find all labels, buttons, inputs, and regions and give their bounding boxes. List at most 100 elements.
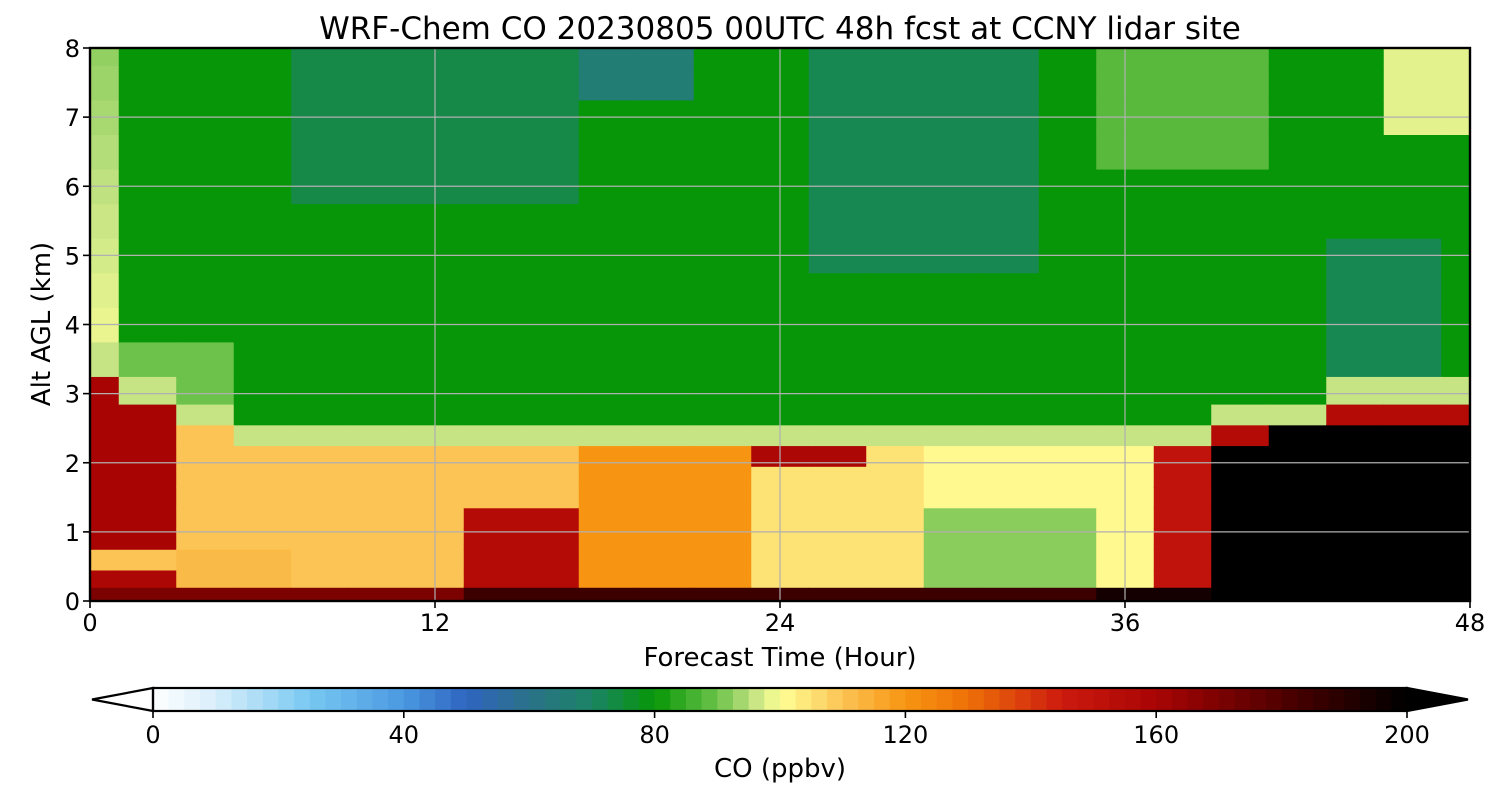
heatmap-cell <box>578 376 637 405</box>
heatmap-cell <box>90 65 120 101</box>
heatmap-cell <box>291 341 350 377</box>
colorbar-segment <box>1015 688 1032 711</box>
heatmap-cell <box>521 466 580 488</box>
colorbar-segment <box>1375 688 1392 711</box>
heatmap-cell <box>1383 569 1442 588</box>
heatmap-cell <box>118 403 177 426</box>
heatmap-cell <box>1441 528 1470 550</box>
colorbar-segment <box>1140 688 1157 711</box>
heatmap-cell <box>1211 528 1270 550</box>
heatmap-cell <box>1326 134 1385 170</box>
heatmap-cell <box>1268 507 1327 530</box>
colorbar-segment <box>717 688 734 711</box>
colorbar-segment <box>1171 688 1189 711</box>
heatmap-cell <box>348 549 407 571</box>
x-tick-label: 24 <box>765 609 796 637</box>
heatmap-cell <box>693 528 752 550</box>
heatmap-cell <box>1153 486 1212 509</box>
heatmap-cell <box>176 528 235 550</box>
heatmap-cell <box>866 445 925 467</box>
heatmap-cell <box>1383 587 1442 601</box>
colorbar-segment <box>294 688 311 711</box>
heatmap-cell <box>866 203 925 239</box>
heatmap-cell <box>866 48 925 66</box>
y-tick-label: 3 <box>65 381 80 409</box>
heatmap-cell <box>1441 376 1470 405</box>
heatmap-cell <box>118 65 177 101</box>
colorbar-segment <box>827 688 844 711</box>
heatmap-cell <box>1153 466 1212 488</box>
heatmap-cell <box>1441 549 1470 571</box>
heatmap-cell <box>808 403 867 426</box>
heatmap-cell <box>1383 445 1442 467</box>
heatmap-cell <box>233 376 292 405</box>
y-tick-label: 7 <box>65 104 80 132</box>
colorbar-extend-high <box>1405 686 1469 713</box>
heatmap-cell <box>866 466 925 488</box>
heatmap-cell <box>1383 403 1442 426</box>
heatmap-cell <box>1326 272 1385 308</box>
heatmap-cell <box>291 587 350 601</box>
colorbar-segment <box>1297 688 1314 711</box>
heatmap-cell <box>1268 445 1327 467</box>
colorbar-segment <box>607 688 624 711</box>
heatmap-cell <box>1211 403 1270 426</box>
heatmap-cell <box>923 486 982 509</box>
heatmap-cell <box>521 272 580 308</box>
heatmap-cell <box>693 486 752 509</box>
heatmap-cell <box>463 569 522 588</box>
heatmap-cell <box>1383 424 1442 447</box>
heatmap-cell <box>866 424 925 447</box>
x-tick-label: 48 <box>1455 609 1486 637</box>
heatmap-cell <box>463 507 522 530</box>
heatmap-cell <box>1326 376 1385 405</box>
heatmap-cell <box>90 569 120 588</box>
heatmap-cell <box>463 48 522 66</box>
heatmap-cell <box>291 507 350 530</box>
colorbar-segment <box>780 688 797 711</box>
heatmap-cell <box>981 549 1040 571</box>
heatmap-cell <box>233 424 292 447</box>
colorbar: 0 40 80 120 160 200 CO (ppbv) <box>91 686 1469 784</box>
heatmap-cell <box>521 587 580 601</box>
heatmap-cell <box>90 445 120 467</box>
colorbar-segment <box>591 688 609 711</box>
heatmap-cell <box>1268 376 1327 405</box>
heatmap-cell <box>176 466 235 488</box>
heatmap-cell <box>693 403 752 426</box>
heatmap-cell <box>981 466 1040 488</box>
heatmap-cell <box>118 528 177 550</box>
heatmap-cell <box>1211 65 1270 101</box>
x-tick-label: 36 <box>1110 609 1141 637</box>
heatmap-cell <box>233 403 292 426</box>
heatmap-cell <box>90 272 120 308</box>
heatmap-cell <box>1038 445 1097 467</box>
heatmap-cell <box>1326 549 1385 571</box>
heatmap-cell <box>636 376 695 405</box>
plot-area <box>90 48 1470 601</box>
heatmap-cell <box>636 48 695 66</box>
heatmap-cell <box>463 528 522 550</box>
heatmap-cell <box>1268 549 1327 571</box>
heatmap-cell <box>578 507 637 530</box>
heatmap-cell <box>578 65 637 101</box>
colorbar-segment <box>1312 688 1330 711</box>
heatmap-cell <box>1268 48 1327 66</box>
colorbar-segment <box>764 688 781 711</box>
heatmap-cell <box>291 403 350 426</box>
heatmap-cell <box>176 403 235 426</box>
colorbar-segment <box>654 688 671 711</box>
heatmap-cell <box>463 341 522 377</box>
heatmap-cell <box>463 445 522 467</box>
heatmap-cell <box>463 203 522 239</box>
heatmap-cell <box>1326 48 1385 66</box>
heatmap-cell <box>866 403 925 426</box>
colorbar-segment <box>1046 688 1063 711</box>
x-axis-label: Forecast Time (Hour) <box>643 643 916 673</box>
heatmap-cell <box>981 528 1040 550</box>
heatmap-cell <box>1383 65 1442 101</box>
colorbar-segment <box>1218 688 1236 711</box>
heatmap-cell <box>578 549 637 571</box>
heatmap-cell <box>923 403 982 426</box>
heatmap-cell <box>291 376 350 405</box>
